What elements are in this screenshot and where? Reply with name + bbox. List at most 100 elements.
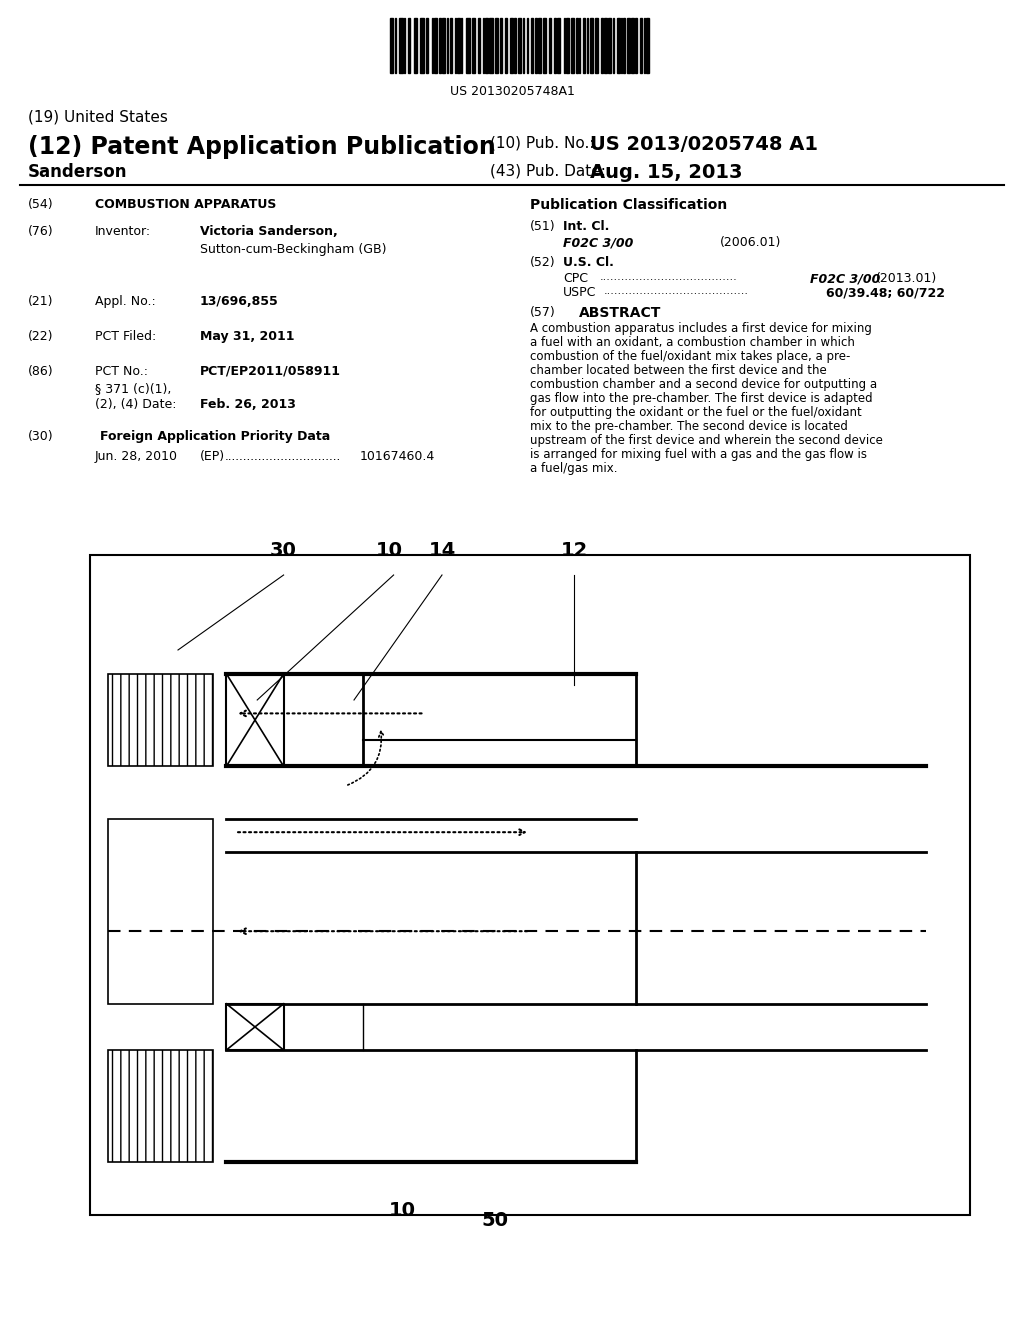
Text: (30): (30)	[28, 430, 53, 444]
Text: US 20130205748A1: US 20130205748A1	[450, 84, 574, 98]
Bar	[450, 18, 453, 73]
Bar	[571, 18, 573, 73]
Text: upstream of the first device and wherein the second device: upstream of the first device and wherein…	[530, 434, 883, 447]
Bar	[554, 18, 556, 73]
Text: Appl. No.:: Appl. No.:	[95, 294, 156, 308]
Text: combustion of the fuel/oxidant mix takes place, a pre-: combustion of the fuel/oxidant mix takes…	[530, 350, 850, 363]
Bar	[477, 18, 480, 73]
Text: 30: 30	[270, 541, 297, 560]
Bar	[395, 18, 396, 73]
Text: (2006.01): (2006.01)	[720, 236, 781, 249]
Text: a fuel/gas mix.: a fuel/gas mix.	[530, 462, 617, 475]
Bar	[403, 18, 406, 73]
Text: (51): (51)	[530, 220, 556, 234]
Bar	[514, 18, 515, 73]
Bar	[566, 18, 568, 73]
Bar	[587, 18, 588, 73]
Text: PCT/EP2011/058911: PCT/EP2011/058911	[200, 366, 341, 378]
Text: F02C 3/00: F02C 3/00	[563, 236, 634, 249]
Text: Sutton-cum-Beckingham (GB): Sutton-cum-Beckingham (GB)	[200, 243, 386, 256]
Bar	[640, 18, 642, 73]
Bar	[635, 18, 637, 73]
Text: A combustion apparatus includes a first device for mixing: A combustion apparatus includes a first …	[530, 322, 871, 335]
Bar	[511, 18, 513, 73]
Bar	[455, 18, 456, 73]
Bar	[501, 18, 502, 73]
Text: (10) Pub. No.:: (10) Pub. No.:	[490, 135, 595, 150]
Bar	[600, 18, 603, 73]
Text: (54): (54)	[28, 198, 53, 211]
Text: F02C 3/00: F02C 3/00	[810, 272, 881, 285]
Text: ......................................: ......................................	[600, 272, 737, 282]
Bar	[624, 18, 625, 73]
Bar	[604, 18, 607, 73]
Text: Jun. 28, 2010: Jun. 28, 2010	[95, 450, 178, 463]
Text: § 371 (c)(1),: § 371 (c)(1),	[95, 381, 171, 395]
Bar	[472, 18, 475, 73]
Bar	[496, 18, 498, 73]
Bar	[432, 18, 433, 73]
Text: (21): (21)	[28, 294, 53, 308]
Bar	[408, 18, 411, 73]
Text: PCT Filed:: PCT Filed:	[95, 330, 157, 343]
Bar	[596, 18, 598, 73]
Bar	[226, 1003, 284, 1049]
Text: CPC: CPC	[563, 272, 588, 285]
Bar	[539, 18, 541, 73]
Bar	[631, 18, 634, 73]
Bar	[564, 18, 565, 73]
Bar	[535, 18, 538, 73]
Text: Foreign Application Priority Data: Foreign Application Priority Data	[100, 430, 331, 444]
Text: ........................................: ........................................	[604, 286, 749, 296]
Text: 10167460.4: 10167460.4	[360, 450, 435, 463]
Text: USPC: USPC	[563, 286, 596, 300]
Bar	[544, 18, 546, 73]
Bar	[577, 18, 578, 73]
Text: PCT No.:: PCT No.:	[95, 366, 148, 378]
Text: Publication Classification: Publication Classification	[530, 198, 727, 213]
Text: gas flow into the pre-chamber. The first device is adapted: gas flow into the pre-chamber. The first…	[530, 392, 872, 405]
Bar	[226, 673, 284, 766]
Text: (19) United States: (19) United States	[28, 110, 168, 125]
Bar	[108, 1049, 213, 1162]
Bar	[461, 18, 462, 73]
Bar	[617, 18, 620, 73]
Bar	[439, 18, 440, 73]
Bar	[530, 18, 534, 73]
Bar	[458, 18, 460, 73]
Bar	[447, 18, 449, 73]
Bar	[108, 673, 213, 766]
Bar	[644, 18, 645, 73]
Bar	[621, 18, 623, 73]
Bar	[583, 18, 586, 73]
Text: mix to the pre-chamber. The second device is located: mix to the pre-chamber. The second devic…	[530, 420, 848, 433]
Text: (43) Pub. Date:: (43) Pub. Date:	[490, 162, 606, 178]
Text: Int. Cl.: Int. Cl.	[563, 220, 609, 234]
Bar	[506, 18, 507, 73]
Bar	[390, 18, 392, 73]
Text: (76): (76)	[28, 224, 53, 238]
Text: a fuel with an oxidant, a combustion chamber in which: a fuel with an oxidant, a combustion cha…	[530, 337, 855, 348]
Text: (2013.01): (2013.01)	[876, 272, 937, 285]
Text: 10: 10	[389, 1201, 416, 1220]
Text: Aug. 15, 2013: Aug. 15, 2013	[590, 162, 742, 182]
Text: 50: 50	[481, 1210, 508, 1230]
Bar	[646, 18, 649, 73]
Bar	[549, 18, 551, 73]
Text: Feb. 26, 2013: Feb. 26, 2013	[200, 399, 296, 411]
Bar	[482, 18, 484, 73]
Bar	[485, 18, 487, 73]
Bar	[488, 18, 493, 73]
Text: 14: 14	[428, 541, 456, 560]
Text: 10: 10	[376, 541, 402, 560]
Text: (12) Patent Application Publication: (12) Patent Application Publication	[28, 135, 496, 158]
Text: (86): (86)	[28, 366, 53, 378]
Bar	[426, 18, 428, 73]
Text: Inventor:: Inventor:	[95, 224, 152, 238]
Bar	[613, 18, 614, 73]
Text: (22): (22)	[28, 330, 53, 343]
Text: (52): (52)	[530, 256, 556, 269]
Bar	[466, 18, 470, 73]
Text: May 31, 2011: May 31, 2011	[200, 330, 295, 343]
Bar	[434, 18, 437, 73]
